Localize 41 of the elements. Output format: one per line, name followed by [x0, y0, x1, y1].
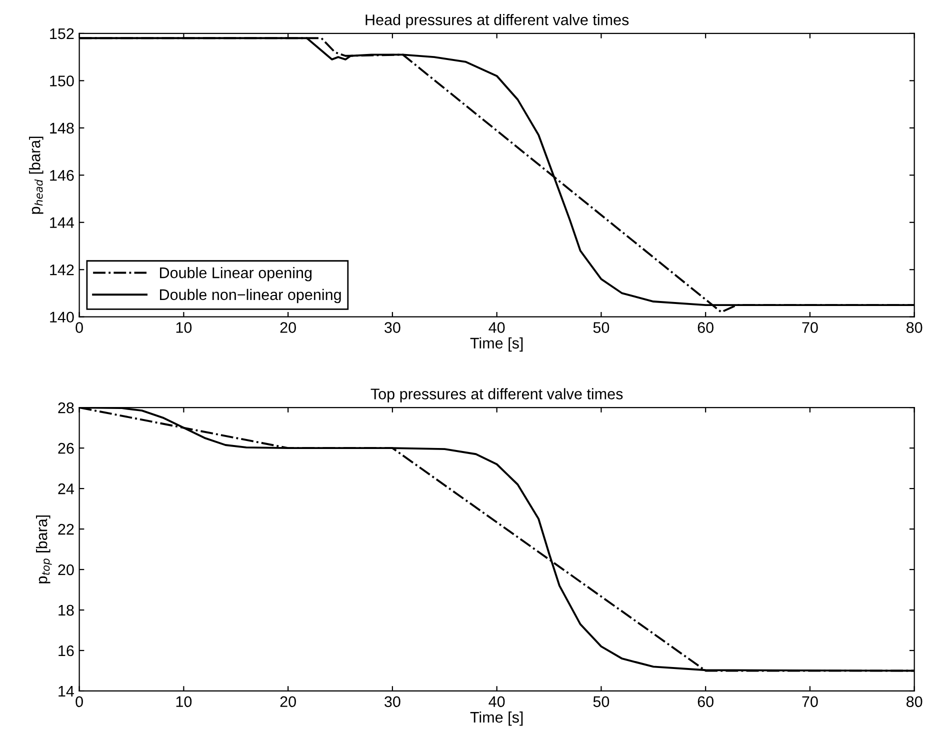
y-tick-label: 16	[58, 645, 74, 656]
x-tick-label: 20	[280, 696, 296, 708]
y-tick-label: 18	[58, 604, 74, 616]
y-tick-label: 140	[50, 312, 74, 323]
x-tick-label: 0	[76, 322, 83, 333]
y-tick-label: 24	[58, 483, 74, 494]
y-tick-label: 148	[50, 122, 74, 134]
x-tick-label: 80	[906, 696, 922, 708]
y-tick-label: 146	[50, 170, 74, 181]
x-tick-label: 60	[698, 696, 714, 708]
x-tick-label: 60	[698, 322, 714, 333]
x-tick-label: 40	[488, 696, 505, 708]
x-axis-title: Time [s]	[470, 711, 523, 726]
chart-title: Head pressures at different valve times	[366, 14, 629, 28]
x-axis-title: Time [s]	[470, 337, 523, 352]
x-tick-label: 30	[384, 322, 400, 333]
y-tick-label: 20	[58, 564, 74, 576]
x-tick-label: 40	[488, 322, 505, 333]
y-tick-label: 152	[50, 28, 74, 40]
y-axis-title: p$_{head}$ [bara]	[29, 136, 44, 214]
y-tick-label: 150	[50, 76, 74, 86]
x-tick-label: 20	[280, 322, 296, 333]
x-tick-label: 70	[802, 322, 818, 333]
legend-label: Double non−linear opening	[160, 288, 341, 304]
x-tick-label: 80	[906, 322, 922, 333]
y-axis-title: p$_{top}$ [bara]	[36, 515, 52, 584]
x-tick-label: 70	[802, 696, 818, 708]
x-tick-label: 30	[384, 696, 400, 708]
x-tick-label: 10	[176, 322, 192, 333]
x-tick-label: 0	[76, 696, 83, 708]
x-tick-label: 50	[593, 322, 610, 333]
chart-title: Top pressures at different valve times	[370, 388, 623, 402]
y-tick-label: 142	[50, 264, 74, 276]
y-tick-label: 22	[58, 524, 74, 535]
x-tick-label: 10	[176, 696, 192, 708]
y-tick-label: 14	[58, 686, 74, 697]
y-tick-label: 28	[58, 402, 74, 414]
legend-label: Double Linear opening	[160, 266, 312, 282]
y-tick-label: 26	[58, 442, 74, 454]
y-tick-label: 144	[50, 217, 74, 228]
x-tick-label: 50	[593, 696, 610, 708]
